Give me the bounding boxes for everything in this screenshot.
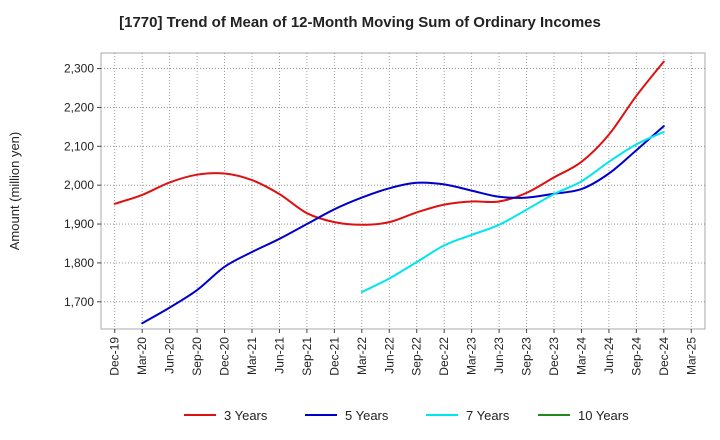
x-tick-label: Sep-24 xyxy=(629,337,643,376)
y-axis-ticks: 1,700 1,800 1,900 2,000 2,100 2,200 2,300 xyxy=(64,62,101,309)
x-axis-ticks: Dec-19 Mar-20 Jun-20 Sep-20 Dec-20 Mar-21 Jun-… xyxy=(108,329,698,376)
x-tick-label: Dec-24 xyxy=(657,337,671,376)
x-tick-label: Dec-21 xyxy=(327,337,341,376)
x-tick-label: Mar-23 xyxy=(465,337,479,375)
plot-area xyxy=(100,52,706,330)
x-tick-label: Dec-22 xyxy=(437,337,451,376)
x-tick-label: Sep-22 xyxy=(410,337,424,376)
x-tick-label: Mar-21 xyxy=(245,337,259,375)
series-line-5-years xyxy=(141,125,665,325)
y-tick-label: 2,100 xyxy=(64,139,94,153)
y-tick-label: 1,800 xyxy=(64,256,94,270)
y-tick-label: 2,000 xyxy=(64,178,94,192)
x-tick-label: Mar-22 xyxy=(355,337,369,375)
x-tick-label: Dec-20 xyxy=(218,337,232,376)
y-tick-label: 1,900 xyxy=(64,217,94,231)
legend-label-5-years: 5 Years xyxy=(345,408,389,423)
x-tick-label: Sep-21 xyxy=(300,337,314,376)
x-tick-label: Mar-20 xyxy=(135,337,149,375)
x-tick-label: Jun-24 xyxy=(602,337,616,374)
legend-label-7-years: 7 Years xyxy=(466,408,510,423)
legend-label-10-years: 10 Years xyxy=(578,408,629,423)
x-tick-label: Jun-22 xyxy=(382,337,396,374)
y-axis-title: Amount (million yen) xyxy=(7,132,22,251)
series-lines xyxy=(113,60,665,325)
series-line-3-years xyxy=(113,60,665,226)
x-tick-label: Jun-21 xyxy=(272,337,286,374)
gridlines xyxy=(101,53,705,329)
x-tick-label: Dec-19 xyxy=(108,337,122,376)
x-tick-label: Sep-23 xyxy=(520,337,534,376)
x-tick-label: Mar-25 xyxy=(684,337,698,375)
y-tick-label: 2,300 xyxy=(64,62,94,76)
x-tick-label: Jun-23 xyxy=(492,337,506,374)
x-tick-label: Mar-24 xyxy=(574,337,588,375)
x-tick-label: Jun-20 xyxy=(163,337,177,374)
y-tick-label: 2,200 xyxy=(64,100,94,114)
chart-title: [1770] Trend of Mean of 12-Month Moving … xyxy=(119,14,601,31)
series-line-7-years xyxy=(360,130,665,294)
x-tick-label: Sep-20 xyxy=(190,337,204,376)
legend-label-3-years: 3 Years xyxy=(224,408,268,423)
y-tick-label: 1,700 xyxy=(64,295,94,309)
x-tick-label: Dec-23 xyxy=(547,337,561,376)
legend: 3 Years 5 Years 7 Years 10 Years xyxy=(184,408,629,423)
